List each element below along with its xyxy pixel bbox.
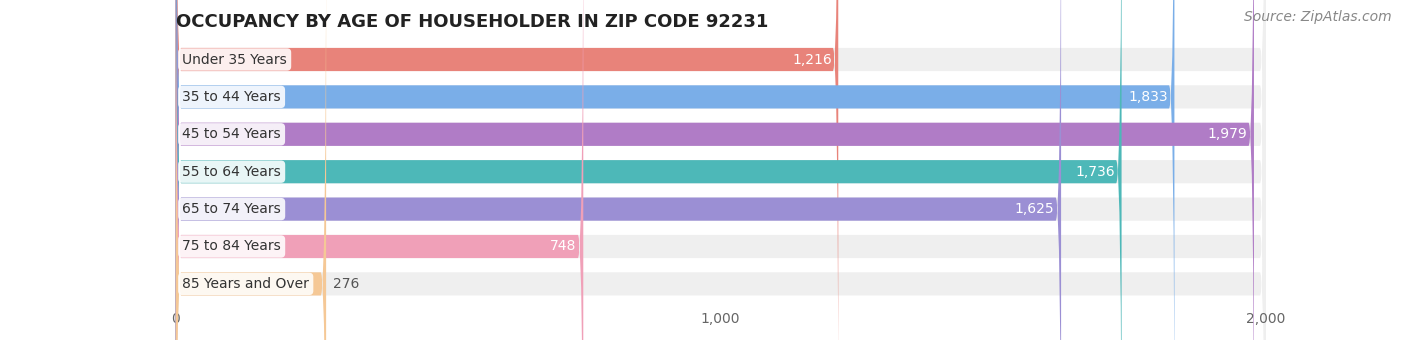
Text: 45 to 54 Years: 45 to 54 Years (183, 127, 281, 141)
Text: 55 to 64 Years: 55 to 64 Years (183, 165, 281, 179)
FancyBboxPatch shape (176, 0, 1265, 340)
Text: 1,625: 1,625 (1015, 202, 1054, 216)
Text: 748: 748 (550, 239, 576, 254)
FancyBboxPatch shape (176, 0, 1265, 340)
Text: 1,216: 1,216 (792, 52, 832, 67)
FancyBboxPatch shape (176, 0, 838, 340)
FancyBboxPatch shape (176, 0, 583, 340)
Text: 35 to 44 Years: 35 to 44 Years (183, 90, 281, 104)
FancyBboxPatch shape (176, 0, 1122, 340)
Text: 75 to 84 Years: 75 to 84 Years (183, 239, 281, 254)
Text: 65 to 74 Years: 65 to 74 Years (183, 202, 281, 216)
FancyBboxPatch shape (176, 0, 1265, 340)
FancyBboxPatch shape (176, 0, 326, 340)
FancyBboxPatch shape (176, 0, 1062, 340)
FancyBboxPatch shape (176, 0, 1254, 340)
FancyBboxPatch shape (176, 0, 1265, 340)
Text: 1,736: 1,736 (1076, 165, 1115, 179)
FancyBboxPatch shape (176, 0, 1265, 340)
FancyBboxPatch shape (176, 0, 1174, 340)
Text: 1,979: 1,979 (1208, 127, 1247, 141)
FancyBboxPatch shape (176, 0, 1265, 340)
Text: Source: ZipAtlas.com: Source: ZipAtlas.com (1244, 10, 1392, 24)
Text: 1,833: 1,833 (1128, 90, 1168, 104)
Text: 85 Years and Over: 85 Years and Over (183, 277, 309, 291)
Text: Under 35 Years: Under 35 Years (183, 52, 287, 67)
Text: OCCUPANCY BY AGE OF HOUSEHOLDER IN ZIP CODE 92231: OCCUPANCY BY AGE OF HOUSEHOLDER IN ZIP C… (176, 13, 768, 31)
Text: 276: 276 (333, 277, 359, 291)
FancyBboxPatch shape (176, 0, 1265, 340)
